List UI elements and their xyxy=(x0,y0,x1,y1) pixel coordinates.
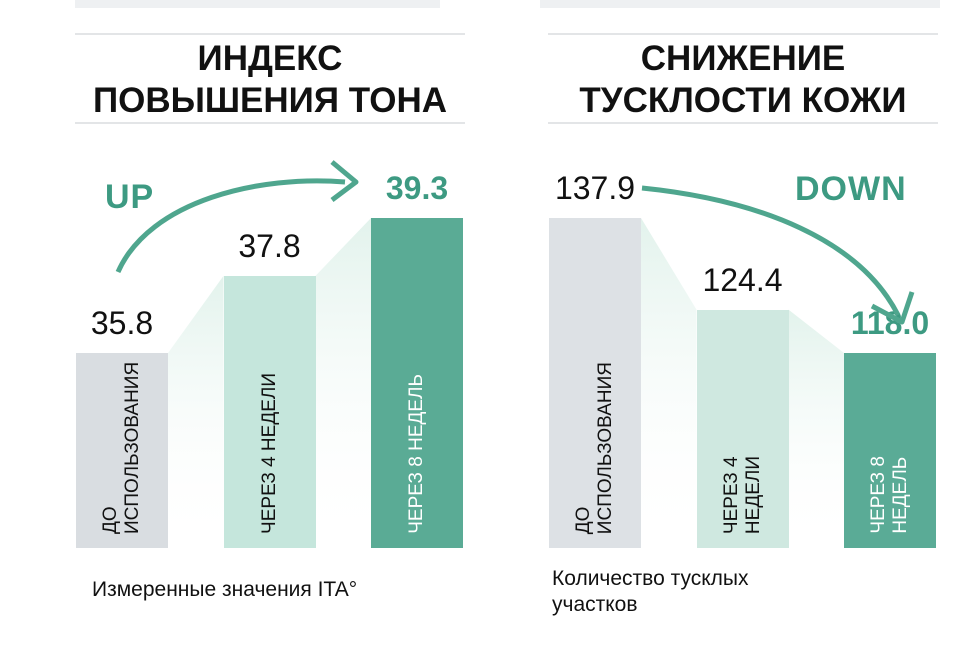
category-label: ЧЕРЕЗ 4 НЕДЕЛИ xyxy=(720,455,764,534)
bar: ЧЕРЕЗ 4 НЕДЕЛИ xyxy=(223,275,316,548)
value-label: 118.0 xyxy=(850,305,930,341)
annotation: DOWN xyxy=(795,170,907,208)
bar: ЧЕРЕЗ 4 НЕДЕЛИ xyxy=(696,309,789,548)
divider xyxy=(75,33,465,35)
category-label: ЧЕРЕЗ 8 НЕДЕЛЬ xyxy=(868,456,911,534)
value-label: 124.4 xyxy=(702,261,783,298)
top-strip xyxy=(75,0,440,8)
caption: Измеренные значения ITA° xyxy=(92,578,358,601)
value-label: 39.3 xyxy=(385,170,449,206)
connector xyxy=(315,218,371,548)
top-strip xyxy=(540,0,940,8)
annotation: UP xyxy=(105,178,155,216)
value-label: 37.8 xyxy=(238,227,301,264)
bar: ДО ИСПОЛЬЗОВАНИЯ xyxy=(549,218,641,548)
divider xyxy=(75,122,465,124)
category-label: ДО ИСПОЛЬЗОВАНИЯ xyxy=(573,361,616,534)
caption: Количество тусклых участков xyxy=(552,567,749,616)
bar: ЧЕРЕЗ 8 НЕДЕЛЬ xyxy=(371,218,463,548)
category-label: ЧЕРЕЗ 8 НЕДЕЛЬ xyxy=(406,374,427,534)
connector xyxy=(788,309,844,548)
connector xyxy=(168,275,224,548)
chart-title: СНИЖЕНИЕ ТУСКЛОСТИ КОЖИ xyxy=(579,39,907,120)
category-label: ДО ИСПОЛЬЗОВАНИЯ xyxy=(100,361,143,534)
bar: ЧЕРЕЗ 8 НЕДЕЛЬ xyxy=(844,353,936,548)
category-label: ЧЕРЕЗ 4 НЕДЕЛИ xyxy=(258,373,280,534)
divider xyxy=(548,33,938,35)
divider xyxy=(548,122,938,124)
value-label: 137.9 xyxy=(554,170,636,206)
value-label: 35.8 xyxy=(90,305,154,341)
bar: ДО ИСПОЛЬЗОВАНИЯ xyxy=(76,353,168,548)
chart-title: ИНДЕКС ПОВЫШЕНИЯ ТОНА xyxy=(92,39,448,120)
